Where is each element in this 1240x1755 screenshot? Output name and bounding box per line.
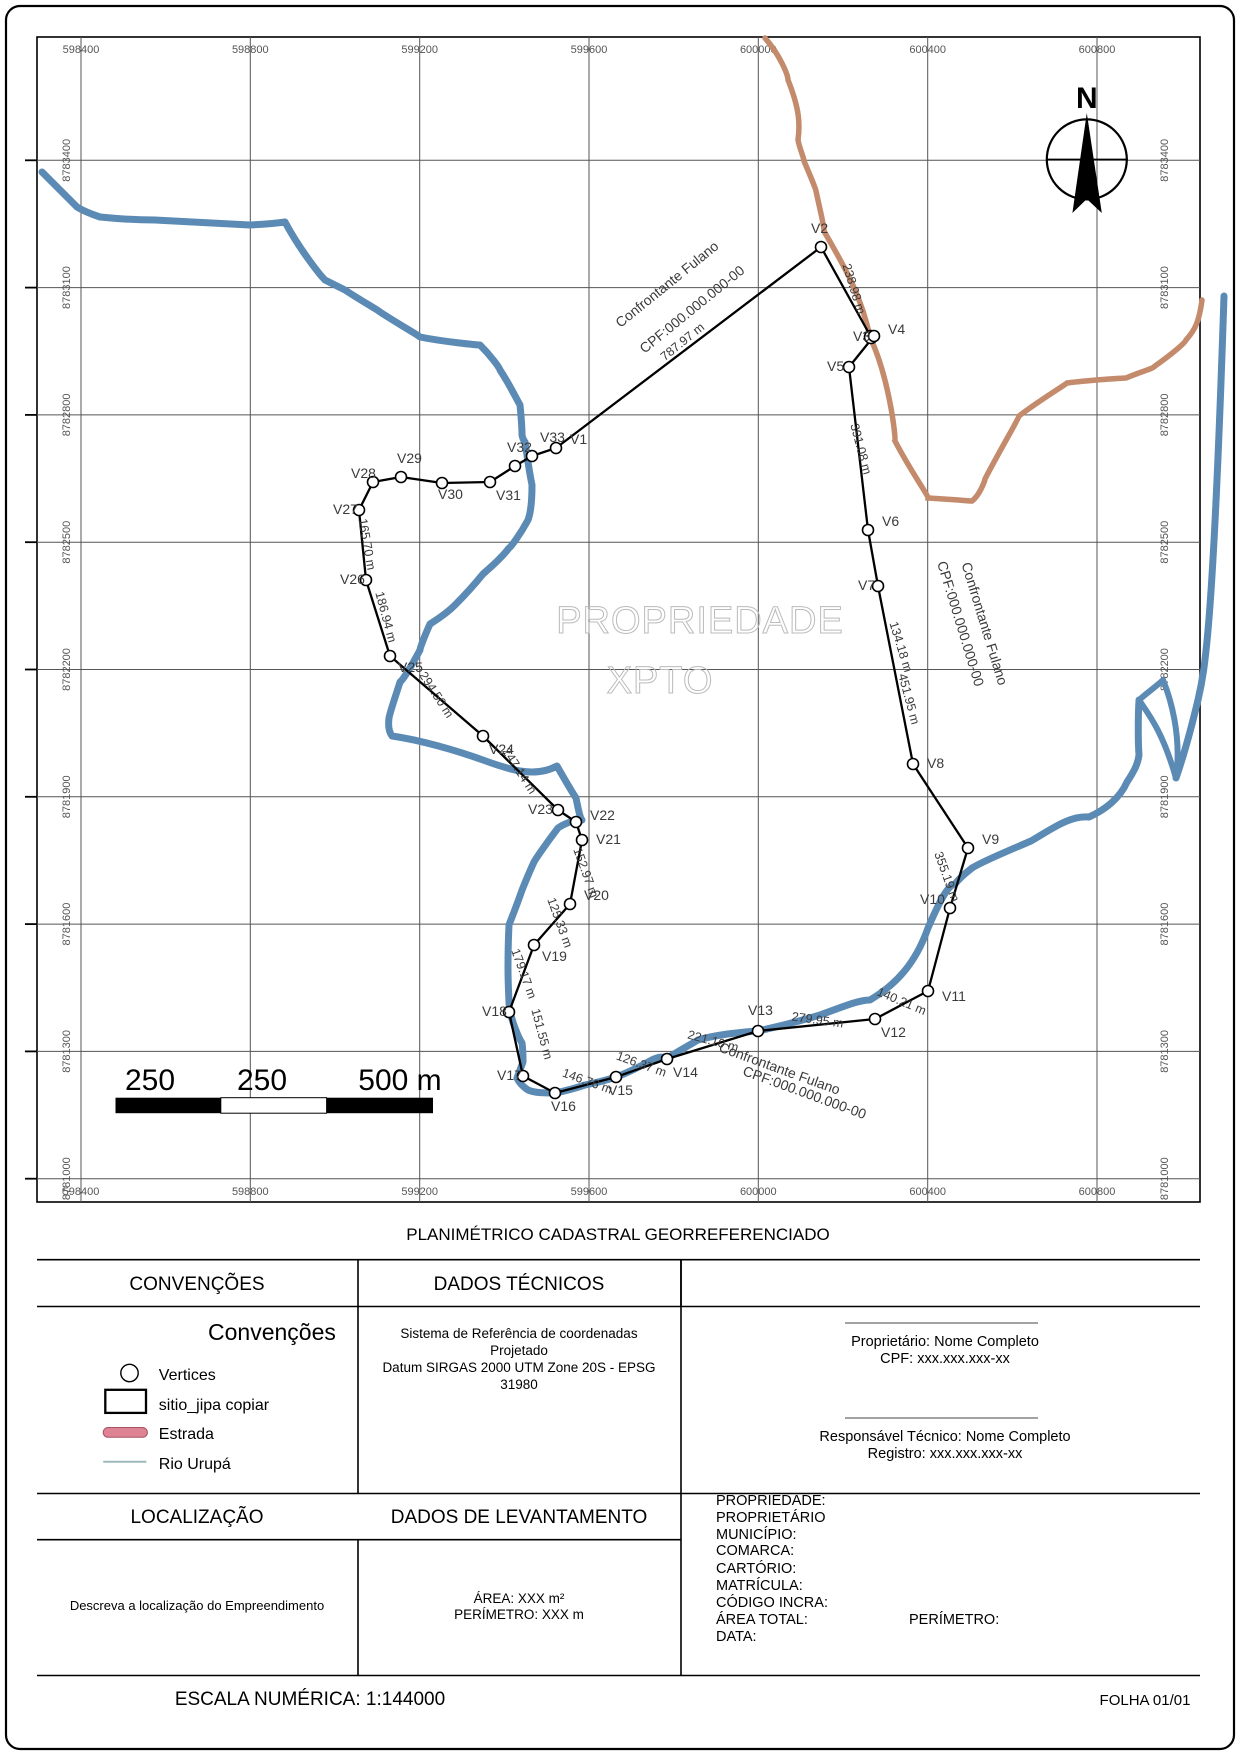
svg-text:sitio_jipa copiar: sitio_jipa copiar: [159, 1397, 270, 1414]
svg-text:PROPRIEDADE:: PROPRIEDADE:: [716, 1493, 826, 1509]
svg-text:Descreva a localização do Emp: Descreva a localização do Empreendimento: [70, 1598, 324, 1613]
svg-text:DADOS TÉCNICOS: DADOS TÉCNICOS: [434, 1274, 605, 1295]
svg-text:DATA:: DATA:: [716, 1629, 757, 1645]
svg-text:LOCALIZAÇÃO: LOCALIZAÇÃO: [130, 1506, 263, 1528]
svg-text:Datum SIRGAS 2000 UTM Zone 20S: Datum SIRGAS 2000 UTM Zone 20S - EPSG: [382, 1360, 655, 1375]
svg-text:ÁREA: XXX m²: ÁREA: XXX m²: [474, 1591, 565, 1606]
svg-text:Sistema de Referência de coord: Sistema de Referência de coordenadas: [400, 1326, 637, 1341]
svg-text:PROPRIETÁRIO: PROPRIETÁRIO: [716, 1509, 826, 1526]
svg-text:MUNICÍPIO:: MUNICÍPIO:: [716, 1526, 797, 1543]
svg-text:Projetado: Projetado: [490, 1343, 548, 1358]
svg-text:Registro: xxx.xxx.xxx-xx: Registro: xxx.xxx.xxx-xx: [868, 1446, 1023, 1462]
svg-text:FOLHA 01/01: FOLHA 01/01: [1100, 1692, 1191, 1709]
svg-text:CARTÓRIO:: CARTÓRIO:: [716, 1560, 796, 1577]
svg-text:Convenções: Convenções: [208, 1319, 336, 1345]
svg-text:MATRÍCULA:: MATRÍCULA:: [716, 1577, 803, 1594]
svg-text:PERÍMETRO: XXX m: PERÍMETRO: XXX m: [454, 1607, 584, 1622]
svg-text:31980: 31980: [500, 1377, 538, 1392]
svg-text:CONVENÇÕES: CONVENÇÕES: [129, 1273, 264, 1295]
svg-text:DADOS DE LEVANTAMENTO: DADOS DE LEVANTAMENTO: [391, 1507, 648, 1528]
svg-text:Estrada: Estrada: [159, 1426, 214, 1443]
svg-text:ESCALA NUMÉRICA: 1:144000: ESCALA NUMÉRICA: 1:144000: [175, 1689, 445, 1710]
svg-text:CÓDIGO INCRA:: CÓDIGO INCRA:: [716, 1594, 828, 1611]
svg-text:Responsável Técnico: Nome Comp: Responsável Técnico: Nome Completo: [819, 1429, 1070, 1445]
svg-text:CPF: xxx.xxx.xxx-xx: CPF: xxx.xxx.xxx-xx: [880, 1351, 1010, 1367]
svg-text:COMARCA:: COMARCA:: [716, 1543, 794, 1559]
svg-text:Vertices: Vertices: [159, 1367, 216, 1384]
svg-text:Proprietário: Nome Completo: Proprietário: Nome Completo: [851, 1334, 1039, 1350]
svg-text:PLANIMÉTRICO CADASTRAL GEORREF: PLANIMÉTRICO CADASTRAL GEORREFERENCIADO: [406, 1225, 830, 1244]
svg-text:ÁREA TOTAL:: ÁREA TOTAL:: [716, 1611, 808, 1628]
svg-text:Rio Urupá: Rio Urupá: [159, 1456, 231, 1473]
svg-text:PERÍMETRO:: PERÍMETRO:: [909, 1611, 999, 1628]
